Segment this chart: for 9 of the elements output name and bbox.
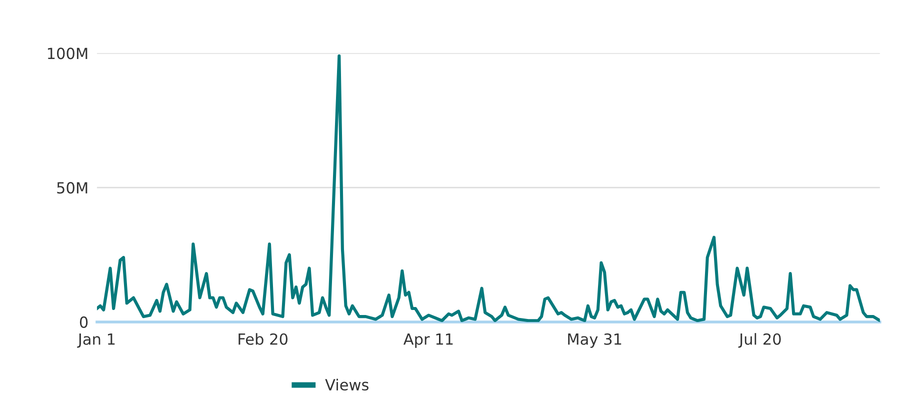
legend-label: Views <box>325 378 368 391</box>
x-tick-label: Jan 1 <box>77 334 115 348</box>
x-tick-label: Feb 20 <box>238 333 288 345</box>
x-tick-label: Jul 20 <box>738 333 781 348</box>
x-tick-label: Apr 11 <box>403 334 453 348</box>
x-tick-label: May 31 <box>568 333 622 348</box>
y-tick-label: 50M <box>57 182 88 194</box>
y-tick-label: 0 <box>80 316 88 328</box>
y-tick-label: 100M <box>48 48 88 60</box>
